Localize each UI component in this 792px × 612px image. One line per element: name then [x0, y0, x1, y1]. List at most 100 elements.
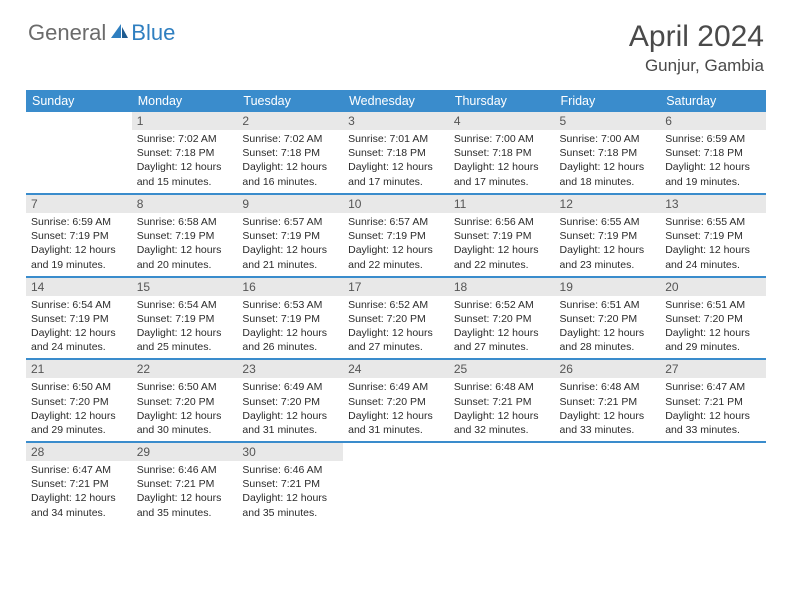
calendar-cell: 8Sunrise: 6:58 AMSunset: 7:19 PMDaylight… — [132, 194, 238, 277]
daylight-text: Daylight: 12 hours and 29 minutes. — [665, 326, 761, 354]
sunrise-text: Sunrise: 6:55 AM — [665, 215, 761, 229]
calendar-cell: 6Sunrise: 6:59 AMSunset: 7:18 PMDaylight… — [660, 112, 766, 194]
calendar-cell: 7Sunrise: 6:59 AMSunset: 7:19 PMDaylight… — [26, 194, 132, 277]
sunrise-text: Sunrise: 6:57 AM — [348, 215, 444, 229]
sunset-text: Sunset: 7:19 PM — [137, 312, 233, 326]
day-data: Sunrise: 6:57 AMSunset: 7:19 PMDaylight:… — [237, 213, 343, 276]
calendar-cell — [555, 442, 661, 524]
day-number: 28 — [26, 443, 132, 461]
weekday-header-row: Sunday Monday Tuesday Wednesday Thursday… — [26, 90, 766, 112]
page-title: April 2024 — [629, 20, 764, 54]
calendar-row: 7Sunrise: 6:59 AMSunset: 7:19 PMDaylight… — [26, 194, 766, 277]
daylight-text: Daylight: 12 hours and 32 minutes. — [454, 409, 550, 437]
day-data: Sunrise: 6:50 AMSunset: 7:20 PMDaylight:… — [26, 378, 132, 441]
day-number: 30 — [237, 443, 343, 461]
day-number — [660, 443, 766, 447]
sunrise-text: Sunrise: 7:02 AM — [137, 132, 233, 146]
sunset-text: Sunset: 7:20 PM — [348, 395, 444, 409]
sunset-text: Sunset: 7:20 PM — [665, 312, 761, 326]
sunrise-text: Sunrise: 6:48 AM — [560, 380, 656, 394]
daylight-text: Daylight: 12 hours and 31 minutes. — [348, 409, 444, 437]
day-data: Sunrise: 6:46 AMSunset: 7:21 PMDaylight:… — [237, 461, 343, 524]
daylight-text: Daylight: 12 hours and 33 minutes. — [665, 409, 761, 437]
sunset-text: Sunset: 7:21 PM — [31, 477, 127, 491]
calendar-cell — [343, 442, 449, 524]
day-number: 13 — [660, 195, 766, 213]
sail-icon — [109, 22, 129, 45]
sunrise-text: Sunrise: 6:50 AM — [31, 380, 127, 394]
calendar-cell — [660, 442, 766, 524]
sunset-text: Sunset: 7:18 PM — [348, 146, 444, 160]
sunrise-text: Sunrise: 7:02 AM — [242, 132, 338, 146]
location-label: Gunjur, Gambia — [629, 56, 764, 76]
day-data: Sunrise: 6:47 AMSunset: 7:21 PMDaylight:… — [660, 378, 766, 441]
day-number — [26, 112, 132, 116]
weekday-header: Wednesday — [343, 90, 449, 112]
daylight-text: Daylight: 12 hours and 17 minutes. — [348, 160, 444, 188]
daylight-text: Daylight: 12 hours and 33 minutes. — [560, 409, 656, 437]
header: General Blue April 2024 Gunjur, Gambia — [0, 0, 792, 82]
sunset-text: Sunset: 7:21 PM — [560, 395, 656, 409]
day-number: 10 — [343, 195, 449, 213]
daylight-text: Daylight: 12 hours and 16 minutes. — [242, 160, 338, 188]
calendar-cell: 11Sunrise: 6:56 AMSunset: 7:19 PMDayligh… — [449, 194, 555, 277]
calendar-row: 14Sunrise: 6:54 AMSunset: 7:19 PMDayligh… — [26, 277, 766, 360]
daylight-text: Daylight: 12 hours and 27 minutes. — [348, 326, 444, 354]
day-data: Sunrise: 6:52 AMSunset: 7:20 PMDaylight:… — [449, 296, 555, 359]
sunset-text: Sunset: 7:21 PM — [665, 395, 761, 409]
sunset-text: Sunset: 7:20 PM — [137, 395, 233, 409]
calendar-cell: 23Sunrise: 6:49 AMSunset: 7:20 PMDayligh… — [237, 359, 343, 442]
sunrise-text: Sunrise: 6:47 AM — [665, 380, 761, 394]
sunset-text: Sunset: 7:21 PM — [242, 477, 338, 491]
daylight-text: Daylight: 12 hours and 28 minutes. — [560, 326, 656, 354]
day-data: Sunrise: 6:48 AMSunset: 7:21 PMDaylight:… — [555, 378, 661, 441]
daylight-text: Daylight: 12 hours and 35 minutes. — [137, 491, 233, 519]
daylight-text: Daylight: 12 hours and 30 minutes. — [137, 409, 233, 437]
sunset-text: Sunset: 7:19 PM — [31, 229, 127, 243]
daylight-text: Daylight: 12 hours and 22 minutes. — [454, 243, 550, 271]
weekday-header: Tuesday — [237, 90, 343, 112]
day-data: Sunrise: 6:59 AMSunset: 7:19 PMDaylight:… — [26, 213, 132, 276]
sunset-text: Sunset: 7:19 PM — [348, 229, 444, 243]
calendar-cell: 13Sunrise: 6:55 AMSunset: 7:19 PMDayligh… — [660, 194, 766, 277]
day-data: Sunrise: 6:50 AMSunset: 7:20 PMDaylight:… — [132, 378, 238, 441]
day-number: 5 — [555, 112, 661, 130]
sunrise-text: Sunrise: 6:49 AM — [348, 380, 444, 394]
calendar-cell: 12Sunrise: 6:55 AMSunset: 7:19 PMDayligh… — [555, 194, 661, 277]
calendar-row: 1Sunrise: 7:02 AMSunset: 7:18 PMDaylight… — [26, 112, 766, 194]
day-number: 4 — [449, 112, 555, 130]
day-data: Sunrise: 7:02 AMSunset: 7:18 PMDaylight:… — [237, 130, 343, 193]
daylight-text: Daylight: 12 hours and 29 minutes. — [31, 409, 127, 437]
day-number: 8 — [132, 195, 238, 213]
day-data: Sunrise: 6:47 AMSunset: 7:21 PMDaylight:… — [26, 461, 132, 524]
sunrise-text: Sunrise: 6:55 AM — [560, 215, 656, 229]
daylight-text: Daylight: 12 hours and 21 minutes. — [242, 243, 338, 271]
day-number: 25 — [449, 360, 555, 378]
sunrise-text: Sunrise: 6:54 AM — [137, 298, 233, 312]
sunrise-text: Sunrise: 6:51 AM — [560, 298, 656, 312]
day-number: 19 — [555, 278, 661, 296]
calendar-row: 21Sunrise: 6:50 AMSunset: 7:20 PMDayligh… — [26, 359, 766, 442]
weekday-header: Friday — [555, 90, 661, 112]
sunset-text: Sunset: 7:18 PM — [454, 146, 550, 160]
daylight-text: Daylight: 12 hours and 15 minutes. — [137, 160, 233, 188]
sunrise-text: Sunrise: 6:48 AM — [454, 380, 550, 394]
calendar-cell — [449, 442, 555, 524]
sunrise-text: Sunrise: 6:49 AM — [242, 380, 338, 394]
logo-text-general: General — [28, 20, 106, 46]
day-number: 29 — [132, 443, 238, 461]
calendar-cell: 30Sunrise: 6:46 AMSunset: 7:21 PMDayligh… — [237, 442, 343, 524]
day-number: 23 — [237, 360, 343, 378]
sunrise-text: Sunrise: 6:58 AM — [137, 215, 233, 229]
day-number: 12 — [555, 195, 661, 213]
calendar-cell: 3Sunrise: 7:01 AMSunset: 7:18 PMDaylight… — [343, 112, 449, 194]
sunrise-text: Sunrise: 6:52 AM — [454, 298, 550, 312]
sunrise-text: Sunrise: 6:47 AM — [31, 463, 127, 477]
day-number: 1 — [132, 112, 238, 130]
sunset-text: Sunset: 7:18 PM — [665, 146, 761, 160]
calendar-cell — [26, 112, 132, 194]
calendar-cell: 27Sunrise: 6:47 AMSunset: 7:21 PMDayligh… — [660, 359, 766, 442]
calendar-cell: 26Sunrise: 6:48 AMSunset: 7:21 PMDayligh… — [555, 359, 661, 442]
sunrise-text: Sunrise: 6:53 AM — [242, 298, 338, 312]
calendar-cell: 14Sunrise: 6:54 AMSunset: 7:19 PMDayligh… — [26, 277, 132, 360]
